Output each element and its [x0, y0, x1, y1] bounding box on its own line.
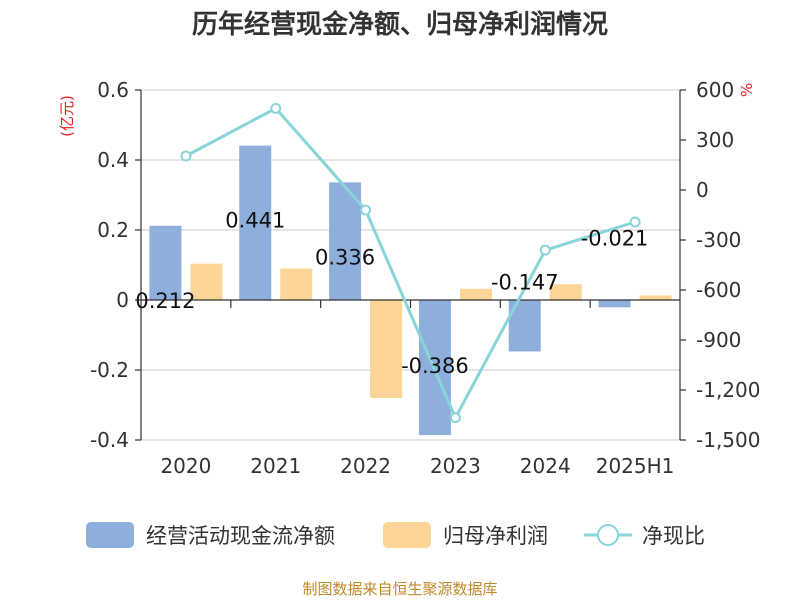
ratio-line-point — [539, 244, 551, 256]
cash-flow-value-label: -0.147 — [491, 270, 559, 294]
legend-label-cash-flow: 经营活动现金流净额 — [146, 524, 335, 548]
legend-swatch-marker — [597, 524, 619, 546]
ratio-line — [180, 102, 641, 424]
right-tick-label: 0 — [696, 178, 709, 202]
legend: 经营活动现金流净额 归母净利润 净现比 — [86, 522, 705, 548]
legend-swatch-cash-flow — [86, 522, 134, 548]
left-tick-label: 0.6 — [97, 78, 129, 102]
category-label: 2023 — [430, 454, 481, 478]
legend-swatch-net-profit — [383, 522, 431, 548]
ratio-line-point — [270, 102, 282, 114]
cash-flow-bar — [149, 225, 182, 300]
right-tick-label: -300 — [696, 228, 741, 252]
category-label: 2021 — [250, 454, 301, 478]
data-labels: 0.212 0.441 0.336 -0.386 -0.147 -0.021 — [135, 209, 648, 378]
left-tick-label: 0.2 — [97, 218, 129, 242]
category-label: 2025H1 — [596, 454, 675, 478]
right-axis-unit: % — [738, 83, 756, 97]
right-tick-label: -900 — [696, 328, 741, 352]
ratio-line-point — [449, 412, 461, 424]
ratio-line-point — [629, 216, 641, 228]
net-profit-bar — [280, 268, 313, 300]
cash-flow-value-label: -0.021 — [581, 226, 649, 250]
net-profit-bar — [549, 284, 582, 300]
right-tick-label: 600 — [696, 78, 734, 102]
left-tick-label: 0.4 — [97, 148, 129, 172]
left-tick-label: 0 — [116, 288, 129, 312]
cash-flow-value-label: 0.212 — [135, 289, 195, 313]
right-tick-label: -1,200 — [696, 378, 760, 402]
source-note: 制图数据来自恒生聚源数据库 — [302, 580, 497, 598]
right-tick-label: 300 — [696, 128, 734, 152]
legend-label-net-profit: 归母净利润 — [443, 524, 548, 548]
net-profit-bar — [190, 263, 223, 300]
net-profit-bar — [459, 288, 492, 300]
left-tick-label: -0.2 — [90, 358, 129, 382]
category-label: 2024 — [520, 454, 571, 478]
cash-flow-bar — [239, 145, 272, 300]
grid-lines — [141, 89, 680, 441]
category-label: 2020 — [160, 454, 211, 478]
ratio-line-path — [185, 106, 636, 422]
ratio-line-point — [360, 204, 372, 216]
net-profit-bar — [639, 295, 672, 300]
right-tick-label: -600 — [696, 278, 741, 302]
left-axis-unit: (亿元) — [58, 95, 76, 137]
cash-flow-bar — [329, 182, 362, 300]
legend-label-ratio: 净现比 — [642, 524, 705, 548]
ratio-line-point — [180, 150, 192, 162]
right-tick-label: -1,500 — [696, 428, 760, 452]
net-profit-bar — [370, 300, 403, 398]
cash-flow-bar — [598, 300, 631, 308]
chart-title: 历年经营现金净额、归母净利润情况 — [192, 9, 608, 40]
axes: 0.6 0.4 0.2 0 -0.2 -0.4 600 300 0 -300 -600 -900 -1,… — [58, 78, 760, 478]
cash-flow-value-label: 0.441 — [225, 209, 285, 233]
left-tick-label: -0.4 — [90, 428, 129, 452]
cash-flow-value-label: -0.386 — [401, 354, 469, 378]
category-label: 2022 — [340, 454, 391, 478]
bars — [149, 145, 672, 436]
cash-flow-value-label: 0.336 — [315, 245, 375, 269]
